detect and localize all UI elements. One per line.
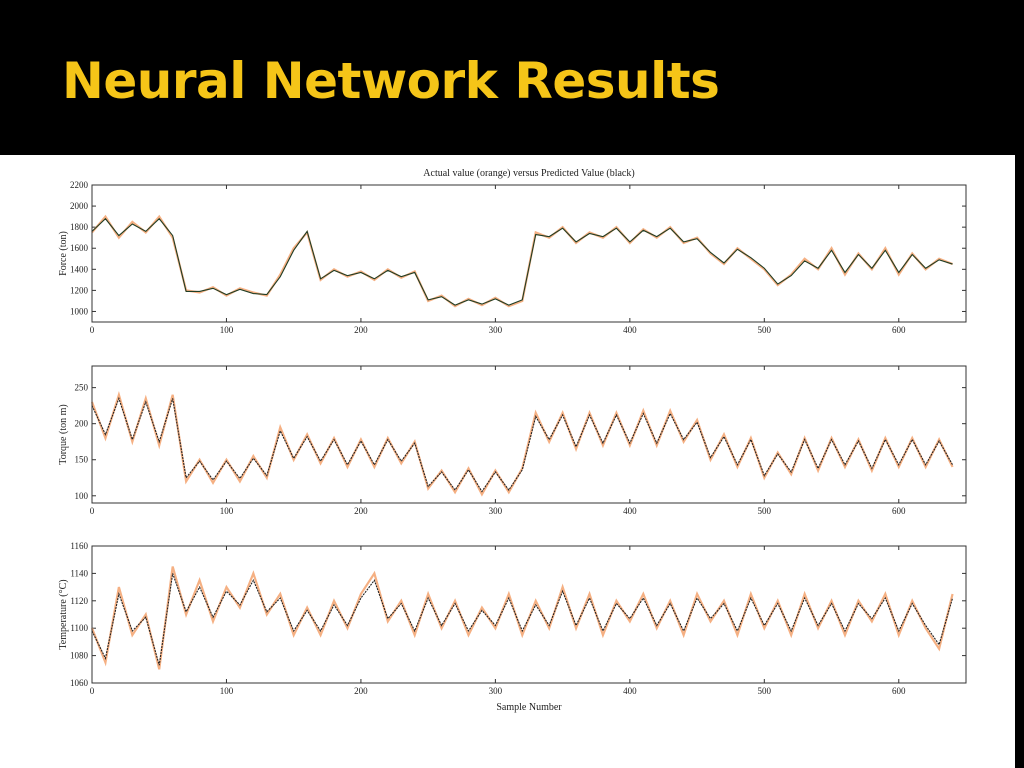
y-tick-label: 1160 bbox=[70, 541, 88, 551]
x-tick-label: 300 bbox=[489, 686, 503, 696]
y-tick-label: 150 bbox=[75, 455, 89, 465]
x-tick-label: 500 bbox=[758, 506, 772, 516]
x-tick-label: 0 bbox=[90, 506, 95, 516]
x-tick-label: 300 bbox=[489, 325, 503, 335]
figure-panel: Actual value (orange) versus Predicted V… bbox=[0, 155, 1015, 768]
data-line bbox=[90, 566, 954, 670]
y-tick-label: 1060 bbox=[70, 678, 89, 688]
data-line bbox=[91, 217, 953, 306]
chart-title: Actual value (orange) versus Predicted V… bbox=[423, 168, 634, 179]
x-tick-label: 500 bbox=[758, 686, 772, 696]
slide-header: Neural Network Results bbox=[0, 0, 1024, 155]
x-tick-label: 600 bbox=[892, 325, 906, 335]
y-tick-label: 250 bbox=[75, 383, 89, 393]
x-tick-label: 100 bbox=[220, 325, 234, 335]
x-tick-label: 100 bbox=[220, 506, 234, 516]
y-tick-label: 100 bbox=[75, 491, 89, 501]
x-tick-label: 0 bbox=[90, 686, 95, 696]
y-tick-label: 1000 bbox=[70, 306, 89, 316]
x-tick-label: 200 bbox=[354, 686, 368, 696]
data-line bbox=[90, 390, 954, 497]
y-tick-label: 1120 bbox=[70, 596, 88, 606]
y-axis-label: Temperature (°C) bbox=[58, 579, 69, 649]
y-axis-label: Force (ton) bbox=[58, 231, 69, 276]
plot-frame bbox=[91, 545, 967, 684]
data-line bbox=[91, 573, 954, 666]
x-tick-label: 0 bbox=[90, 325, 95, 335]
slide-title: Neural Network Results bbox=[62, 52, 720, 110]
x-tick-label: 200 bbox=[354, 325, 368, 335]
y-tick-label: 2200 bbox=[70, 180, 89, 190]
plot-frame bbox=[91, 184, 967, 323]
x-tick-label: 600 bbox=[892, 506, 906, 516]
plot-frame bbox=[91, 365, 967, 504]
x-tick-label: 100 bbox=[220, 686, 234, 696]
y-tick-label: 1800 bbox=[70, 222, 89, 232]
x-tick-label: 300 bbox=[489, 506, 503, 516]
x-tick-label: 400 bbox=[623, 686, 637, 696]
y-tick-label: 1400 bbox=[70, 264, 89, 274]
y-tick-label: 200 bbox=[75, 419, 89, 429]
data-line bbox=[91, 396, 954, 493]
y-tick-label: 2000 bbox=[70, 201, 89, 211]
x-tick-label: 500 bbox=[758, 325, 772, 335]
y-tick-label: 1600 bbox=[70, 243, 89, 253]
figure: Actual value (orange) versus Predicted V… bbox=[58, 168, 967, 713]
x-tick-label: 400 bbox=[623, 325, 637, 335]
x-axis-label: Sample Number bbox=[496, 702, 562, 713]
y-tick-label: 1080 bbox=[70, 651, 89, 661]
y-tick-label: 1140 bbox=[70, 568, 88, 578]
y-axis-label: Torque (ton m) bbox=[58, 404, 69, 464]
y-tick-label: 1100 bbox=[70, 623, 88, 633]
x-tick-label: 600 bbox=[892, 686, 906, 696]
x-tick-label: 400 bbox=[623, 506, 637, 516]
x-tick-label: 200 bbox=[354, 506, 368, 516]
y-tick-label: 1200 bbox=[70, 285, 89, 295]
